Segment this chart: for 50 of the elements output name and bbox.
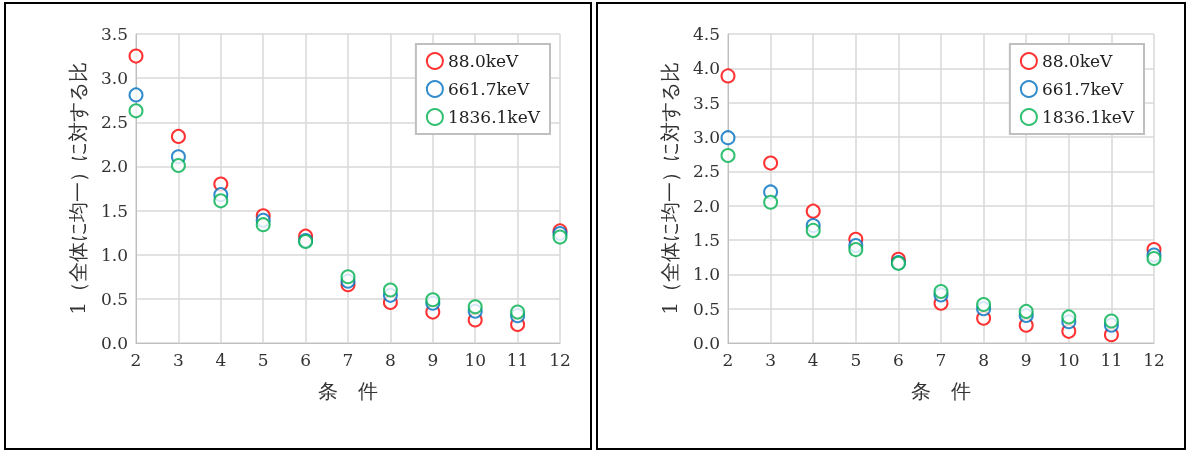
y-tick-label: 3.5 [100, 24, 128, 44]
x-tick-label: 4 [807, 349, 819, 370]
x-tick-label: 12 [1143, 349, 1165, 370]
y-tick-label: 1.5 [100, 200, 128, 221]
y-tick-label: 4.0 [692, 58, 720, 79]
x-tick-label: 3 [765, 349, 777, 370]
y-tick-label: 2.5 [100, 112, 128, 133]
x-tick-label: 8 [384, 349, 396, 370]
y-tick-label: 1.0 [100, 244, 128, 265]
x-tick-label: 7 [342, 349, 354, 370]
y-axis-title: 1（全体に均一）に対する比 [66, 62, 90, 315]
x-tick-label: 11 [1100, 349, 1123, 370]
y-tick-label: 2.5 [692, 161, 720, 182]
y-tick-label: 0.5 [692, 298, 720, 319]
x-tick-label: 8 [978, 349, 990, 370]
x-tick-label: 12 [549, 349, 571, 370]
x-axis-title: 条 件 [911, 379, 971, 403]
legend-label: 661.7keV [447, 79, 530, 99]
x-tick-label: 5 [257, 349, 269, 370]
legend-label: 1836.1keV [447, 107, 541, 127]
x-tick-label: 6 [892, 349, 904, 370]
y-tick-label: 1.5 [692, 230, 720, 250]
x-tick-label: 5 [850, 349, 862, 370]
y-tick-label: 0.5 [100, 288, 128, 309]
x-tick-label: 3 [172, 349, 184, 370]
x-tick-label: 6 [300, 349, 312, 370]
y-tick-label: 3.0 [692, 127, 720, 147]
legend-label: 1836.1keV [1041, 107, 1135, 127]
y-tick-label: 3.5 [692, 92, 720, 113]
x-tick-label: 4 [215, 349, 227, 370]
y-tick-label: 2.0 [692, 195, 720, 216]
x-tick-label: 10 [464, 349, 487, 370]
x-tick-label: 10 [1057, 349, 1080, 370]
legend-label: 88.0keV [1041, 51, 1114, 71]
x-axis-title: 条 件 [318, 379, 378, 403]
legend-label: 88.0keV [447, 51, 520, 71]
y-tick-label: 2.0 [100, 156, 128, 177]
y-axis-title: 1（全体に均一）に対する比 [658, 62, 682, 315]
y-tick-label: 1.0 [692, 264, 720, 285]
y-tick-label: 3.0 [100, 68, 128, 89]
legend-label: 661.7keV [1041, 79, 1124, 99]
x-tick-label: 9 [427, 349, 439, 370]
y-tick-label: 0.0 [692, 333, 720, 353]
x-tick-label: 2 [130, 349, 142, 370]
y-tick-label: 4.5 [692, 24, 720, 44]
x-tick-label: 7 [935, 349, 947, 370]
x-tick-label: 9 [1020, 349, 1032, 370]
y-tick-label: 0.0 [100, 333, 128, 353]
x-tick-label: 2 [722, 349, 734, 370]
x-tick-label: 11 [506, 349, 529, 370]
